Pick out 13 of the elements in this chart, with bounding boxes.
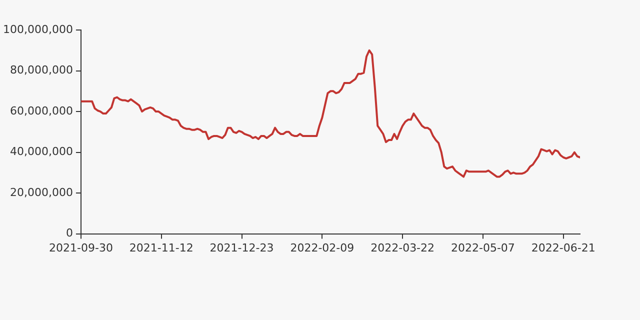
- x-tick-label: 2022-06-21: [531, 241, 596, 254]
- y-tick-label: 60,000,000: [10, 104, 73, 118]
- x-tick-label: 2021-11-12: [129, 241, 194, 254]
- x-tick-label: 2021-09-30: [49, 241, 113, 254]
- y-tick-label: 40,000,000: [10, 145, 73, 158]
- y-tick-label: 100,000,000: [2, 22, 73, 36]
- y-tick-label: 80,000,000: [10, 64, 73, 77]
- x-tick-label: 2022-02-09: [290, 241, 354, 254]
- x-tick-label: 2022-03-22: [370, 241, 435, 254]
- y-tick-label: 0: [66, 226, 73, 240]
- y-tick-label: 20,000,000: [10, 186, 73, 199]
- x-tick-label: 2021-12-23: [210, 241, 274, 254]
- x-tick-label: 2022-05-07: [451, 241, 515, 254]
